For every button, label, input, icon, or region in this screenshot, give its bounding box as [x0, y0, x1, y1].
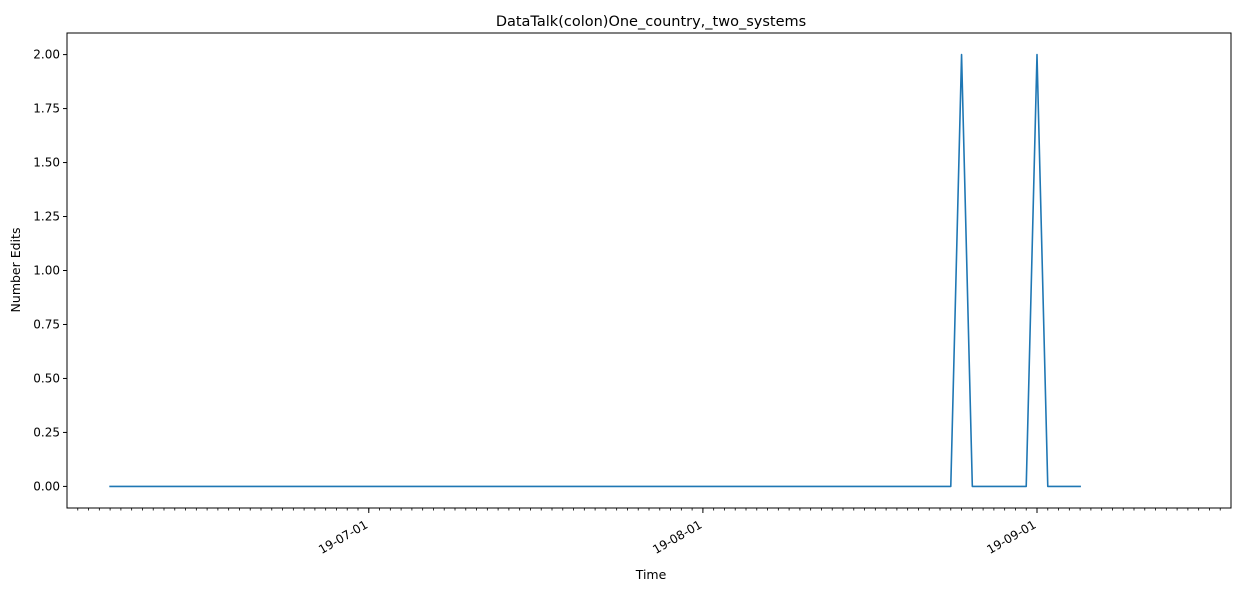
y-tick-label: 0.25 [33, 425, 60, 439]
x-axis: 19-07-01 19-08-01 19-09-01 [77, 508, 1221, 557]
y-tick-label: 1.75 [33, 102, 60, 116]
x-tick-label: 19-08-01 [650, 517, 704, 556]
y-tick-label: 0.50 [33, 371, 60, 385]
y-tick-label: 2.00 [33, 48, 60, 62]
plot-frame [66, 32, 1232, 509]
x-tick-label: 19-07-01 [316, 517, 370, 556]
y-axis: 0.00 0.25 0.50 0.75 1.00 1.25 1.50 1.75 2.00 [33, 48, 67, 493]
series-layer [109, 53, 1081, 488]
x-tick-label: 19-09-01 [984, 517, 1038, 556]
y-tick-label: 0.00 [33, 479, 60, 493]
y-axis-label: Number Edits [8, 228, 23, 313]
y-tick-label: 1.00 [33, 264, 60, 278]
y-tick-label: 0.75 [33, 317, 60, 331]
y-tick-label: 1.25 [33, 210, 60, 224]
series-line [109, 53, 1081, 488]
x-axis-label: Time [635, 567, 667, 582]
chart-title: DataTalk(colon)One_country,_two_systems [496, 14, 806, 30]
y-tick-label: 1.50 [33, 156, 60, 170]
